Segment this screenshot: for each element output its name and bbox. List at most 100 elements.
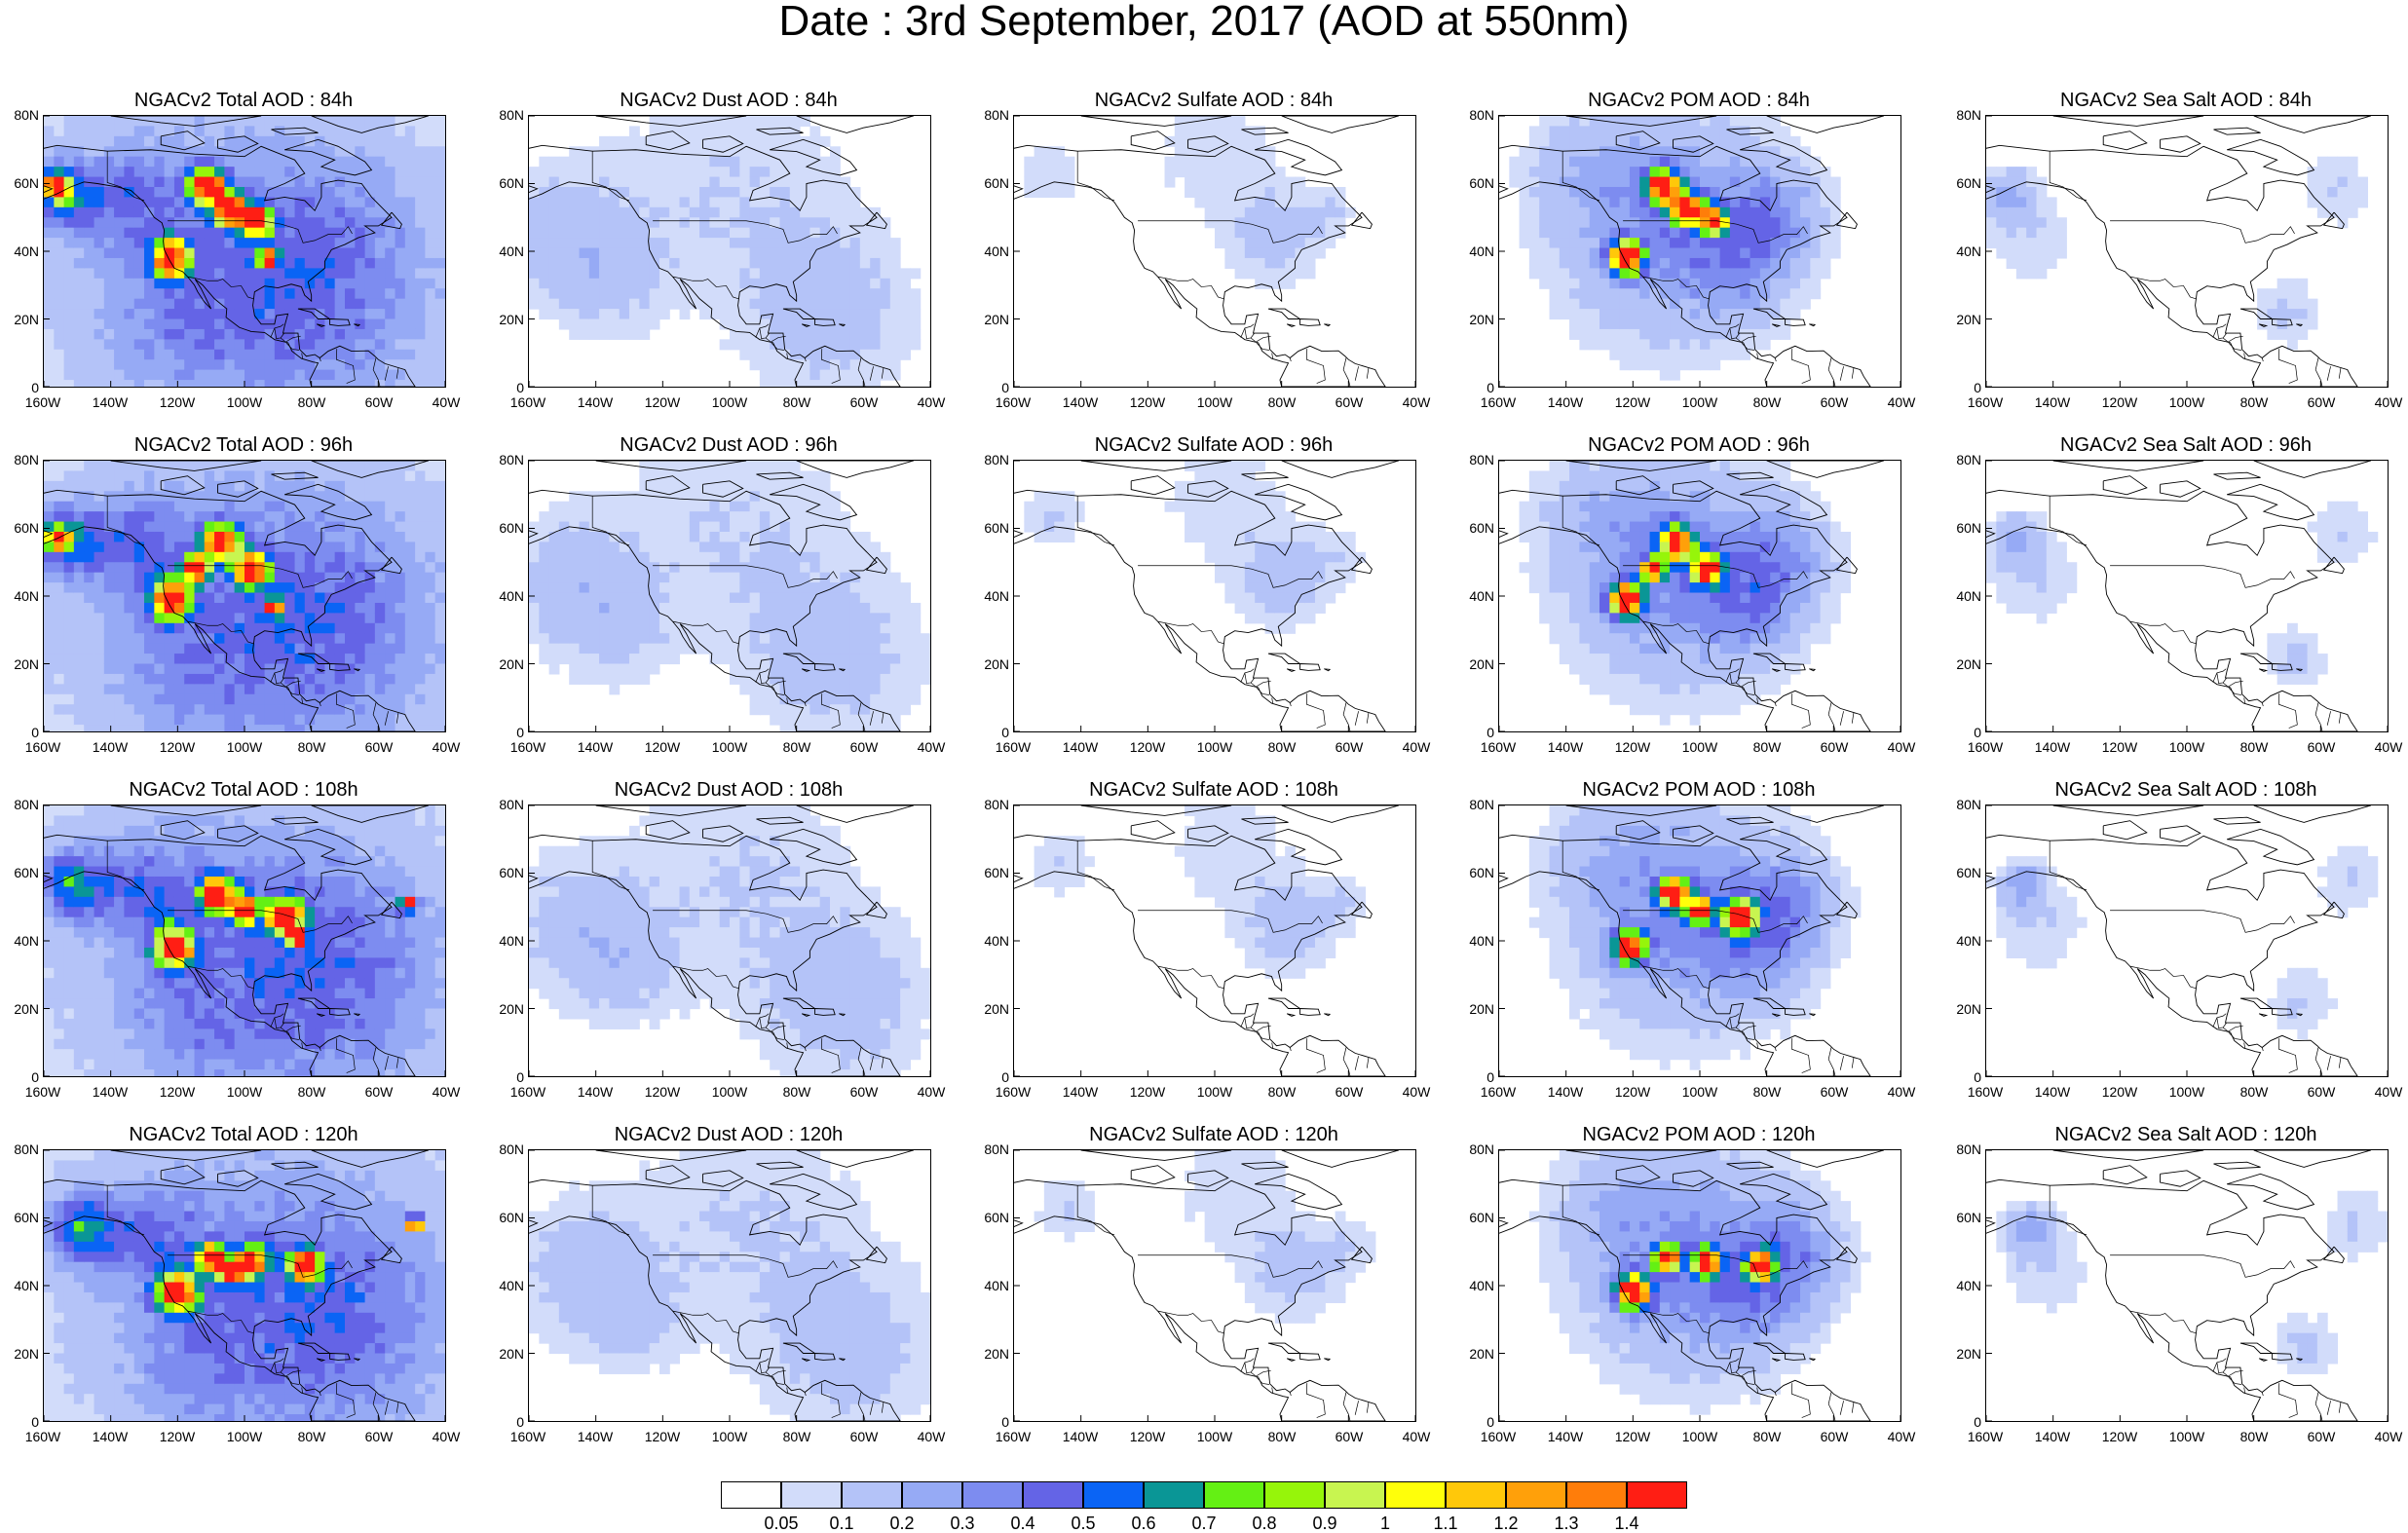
aod-cell <box>104 644 115 654</box>
aod-cell <box>1609 299 1620 310</box>
aod-cell <box>690 217 700 228</box>
aod-cell <box>1235 228 1246 239</box>
aod-cell <box>184 704 195 715</box>
aod-cell <box>809 491 820 502</box>
aod-cell <box>2257 288 2268 299</box>
aod-cell <box>375 461 386 471</box>
aod-cell <box>134 511 145 522</box>
lon-tick-label: 60W <box>1320 395 1378 409</box>
aod-cell <box>539 582 549 593</box>
aod-cell <box>1255 207 1265 218</box>
aod-cell <box>104 502 115 512</box>
aod-cell <box>680 522 691 533</box>
aod-cell <box>1325 197 1336 207</box>
aod-cell <box>265 248 276 259</box>
aod-cell <box>589 187 600 198</box>
aod-cell <box>1520 228 1530 239</box>
aod-cell <box>235 654 245 664</box>
lon-tick-label: 40W <box>417 740 475 754</box>
aod-cell <box>315 542 325 552</box>
aod-cell <box>760 187 771 198</box>
aod-cell <box>44 359 55 370</box>
aod-cell <box>760 380 771 387</box>
aod-cell <box>569 511 580 522</box>
aod-cell <box>174 674 185 685</box>
aod-cell <box>760 157 771 168</box>
aod-cell <box>1609 207 1620 218</box>
aod-cell <box>809 694 820 705</box>
aod-cell <box>415 238 426 248</box>
aod-cell <box>435 217 445 228</box>
aod-cell <box>1315 197 1326 207</box>
aod-cell <box>144 359 155 370</box>
lat-tick-label: 60N <box>487 176 524 190</box>
aod-cell <box>529 633 540 644</box>
aod-cell <box>1660 350 1671 360</box>
aod-cell <box>659 623 670 634</box>
aod-cell <box>750 593 761 604</box>
aod-cell <box>205 238 215 248</box>
aod-cell <box>860 279 871 289</box>
aod-cell <box>1295 248 1305 259</box>
aod-cell <box>184 481 195 492</box>
aod-cell <box>750 167 761 177</box>
aod-cell <box>830 268 841 279</box>
aod-cell <box>144 157 155 168</box>
aod-cell <box>435 248 445 259</box>
aod-cell <box>890 350 901 360</box>
aod-cell <box>620 522 630 533</box>
aod-cell <box>770 279 780 289</box>
aod-cell <box>709 470 720 481</box>
aod-cell <box>1590 157 1600 168</box>
aod-cell <box>629 238 640 248</box>
aod-cell <box>114 319 125 330</box>
aod-cell <box>2047 238 2057 248</box>
aod-cell <box>770 470 780 481</box>
aod-cell <box>650 664 660 675</box>
aod-cell <box>415 177 426 188</box>
aod-cell <box>165 654 175 664</box>
country-border <box>1158 277 1224 299</box>
aod-cell <box>1700 238 1711 248</box>
aod-cell <box>365 481 376 492</box>
aod-cell <box>335 268 346 279</box>
aod-cell <box>549 633 560 644</box>
aod-cell <box>1560 288 1570 299</box>
aod-cell <box>1165 167 1176 177</box>
aod-cell <box>1569 228 1580 239</box>
aod-cell <box>254 370 265 381</box>
aod-cell <box>860 268 871 279</box>
aod-cell <box>1620 187 1631 198</box>
aod-cell <box>1550 279 1561 289</box>
aod-cell <box>134 674 145 685</box>
aod-cell <box>680 258 691 269</box>
aod-cell <box>1539 207 1550 218</box>
aod-cell <box>1650 319 1661 330</box>
aod-cell <box>770 248 780 259</box>
aod-cell <box>375 157 386 168</box>
aod-cell <box>235 329 245 340</box>
aod-cell <box>214 613 225 623</box>
aod-cell <box>1295 207 1305 218</box>
aod-cell <box>405 694 416 705</box>
aod-cell <box>375 319 386 330</box>
aod-cell <box>850 309 861 319</box>
aod-cell <box>1790 187 1801 198</box>
aod-cell <box>750 238 761 248</box>
aod-cell <box>739 511 750 522</box>
aod-cell <box>94 248 105 259</box>
aod-cell <box>830 228 841 239</box>
aod-cell <box>134 502 145 512</box>
aod-cell <box>84 532 94 542</box>
aod-cell <box>580 146 590 157</box>
aod-cell <box>195 359 206 370</box>
aod-cell <box>1569 217 1580 228</box>
aod-cell <box>84 197 94 207</box>
aod-cell <box>650 654 660 664</box>
aod-cell <box>124 288 134 299</box>
aod-cell <box>254 187 265 198</box>
aod-cell <box>709 532 720 542</box>
aod-cell <box>154 359 165 370</box>
aod-cell <box>1730 268 1741 279</box>
aod-cell <box>375 674 386 685</box>
